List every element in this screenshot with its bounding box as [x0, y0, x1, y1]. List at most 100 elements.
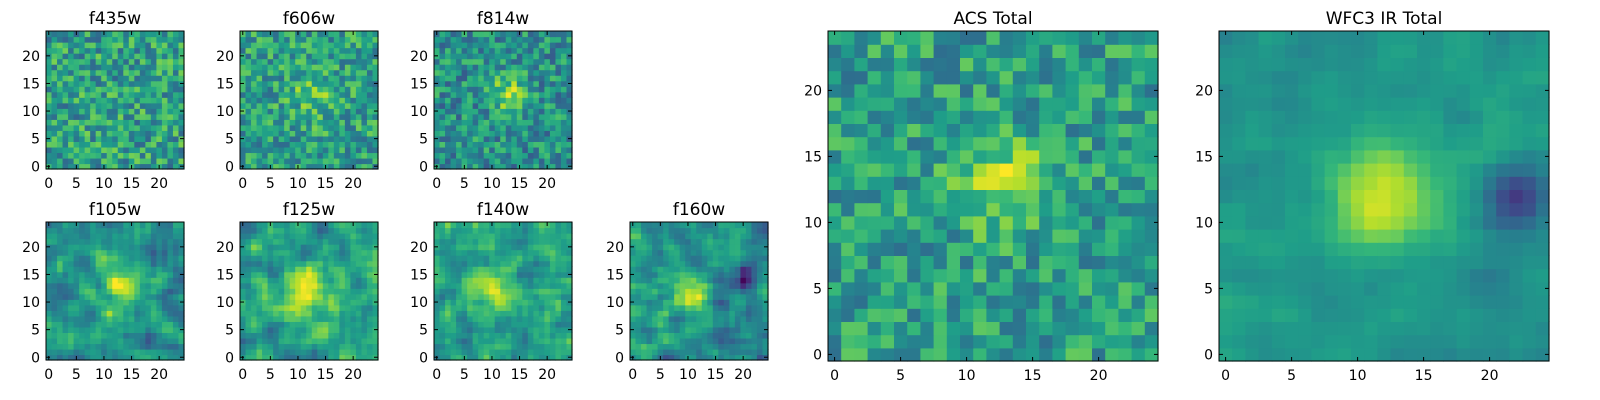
- heatmap-cell: [555, 130, 562, 137]
- heatmap-cell: [366, 337, 374, 345]
- heatmap-cell: [245, 288, 252, 295]
- heatmap-cell: [712, 227, 719, 234]
- heatmap-cell: [68, 337, 75, 345]
- heatmap-cell: [339, 113, 346, 120]
- heatmap-cell: [566, 152, 573, 159]
- heatmap-cell: [300, 36, 307, 43]
- heatmap-cell: [538, 348, 545, 356]
- heatmap-cell: [339, 249, 346, 256]
- heatmap-cell: [527, 332, 534, 339]
- heatmap-cell: [251, 326, 258, 333]
- heatmap-cell: [516, 293, 523, 300]
- heatmap-cell: [79, 64, 86, 71]
- heatmap-cell: [646, 244, 653, 251]
- heatmap-cell: [62, 222, 69, 229]
- heatmap-cell: [933, 149, 948, 164]
- heatmap-cell: [489, 119, 496, 126]
- heatmap-cell: [745, 315, 753, 322]
- heatmap-cell: [273, 130, 280, 137]
- heatmap-cell: [112, 163, 119, 170]
- heatmap-cell: [1105, 242, 1119, 256]
- heatmap-cell: [549, 288, 557, 295]
- heatmap-cell: [150, 119, 157, 126]
- heatmap-cell: [267, 135, 274, 142]
- heatmap-cell: [549, 69, 557, 76]
- heatmap-cell: [128, 238, 135, 245]
- heatmap-cell: [57, 332, 64, 339]
- heatmap-cell: [79, 299, 86, 306]
- heatmap-cell: [461, 255, 468, 262]
- heatmap-cell: [123, 326, 130, 333]
- heatmap-cell: [920, 163, 935, 177]
- heatmap-cell: [690, 332, 697, 339]
- heatmap-cell: [533, 227, 540, 234]
- heatmap-cell: [256, 299, 263, 306]
- heatmap-cell: [450, 310, 457, 317]
- heatmap-cell: [68, 102, 75, 109]
- heatmap-cell: [317, 337, 324, 345]
- heatmap-cell: [549, 130, 557, 137]
- heatmap-cell: [1026, 242, 1040, 256]
- heatmap-cell: [156, 91, 163, 98]
- heatmap-cell: [544, 141, 551, 148]
- heatmap-cell: [256, 304, 263, 311]
- heatmap-cell: [489, 36, 496, 43]
- heatmap-cell: [117, 53, 124, 60]
- x-tick-label: 10: [679, 367, 697, 383]
- heatmap-cell: [663, 255, 670, 262]
- heatmap-cell: [652, 282, 659, 289]
- heatmap-cell: [306, 343, 313, 350]
- heatmap-cell: [328, 47, 335, 54]
- heatmap-cell: [145, 152, 152, 159]
- heatmap-cell: [333, 130, 340, 137]
- heatmap-cell: [317, 97, 324, 104]
- heatmap-cell: [439, 102, 446, 109]
- heatmap-cell: [256, 64, 263, 71]
- heatmap-cell: [62, 31, 69, 38]
- heatmap-cell: [172, 42, 180, 49]
- heatmap-cell: [489, 343, 496, 350]
- heatmap-cell: [450, 277, 457, 284]
- heatmap-cell: [756, 271, 764, 278]
- heatmap-cell: [472, 91, 479, 98]
- heatmap-cell: [128, 288, 135, 295]
- heatmap-cell: [156, 86, 163, 93]
- heatmap-cell: [178, 130, 185, 137]
- heatmap-cell: [139, 255, 146, 262]
- heatmap-cell: [544, 58, 551, 65]
- heatmap-cell: [251, 119, 258, 126]
- heatmap-cell: [167, 233, 174, 240]
- heatmap-cell: [505, 326, 512, 333]
- heatmap-cell: [472, 343, 479, 350]
- heatmap-cell: [46, 277, 53, 284]
- heatmap-cell: [445, 310, 452, 317]
- heatmap-cell: [311, 315, 318, 322]
- heatmap-cell: [696, 326, 703, 333]
- heatmap-cell: [161, 326, 169, 333]
- heatmap-cell: [112, 113, 119, 120]
- heatmap-cell: [544, 266, 551, 273]
- heatmap-cell: [317, 332, 324, 339]
- heatmap-cell: [1065, 163, 1080, 177]
- heatmap-cell: [500, 310, 507, 317]
- heatmap-cell: [511, 304, 518, 311]
- heatmap-cell: [284, 146, 291, 154]
- heatmap-cell: [328, 113, 335, 120]
- heatmap-cell: [350, 42, 357, 49]
- heatmap-cell: [322, 304, 329, 311]
- heatmap-cell: [740, 249, 747, 256]
- heatmap-cell: [79, 157, 86, 165]
- heatmap-cell: [256, 152, 263, 159]
- heatmap-cell: [256, 238, 263, 245]
- heatmap-cell: [90, 113, 97, 120]
- heatmap-cell: [90, 31, 97, 38]
- heatmap-cell: [505, 108, 512, 115]
- heatmap-cell: [273, 304, 280, 311]
- heatmap-cell: [278, 288, 285, 295]
- heatmap-cell: [516, 135, 523, 142]
- heatmap-cell: [344, 222, 351, 229]
- heatmap-cell: [317, 80, 324, 87]
- heatmap-cell: [960, 189, 974, 204]
- heatmap-cell: [740, 266, 747, 273]
